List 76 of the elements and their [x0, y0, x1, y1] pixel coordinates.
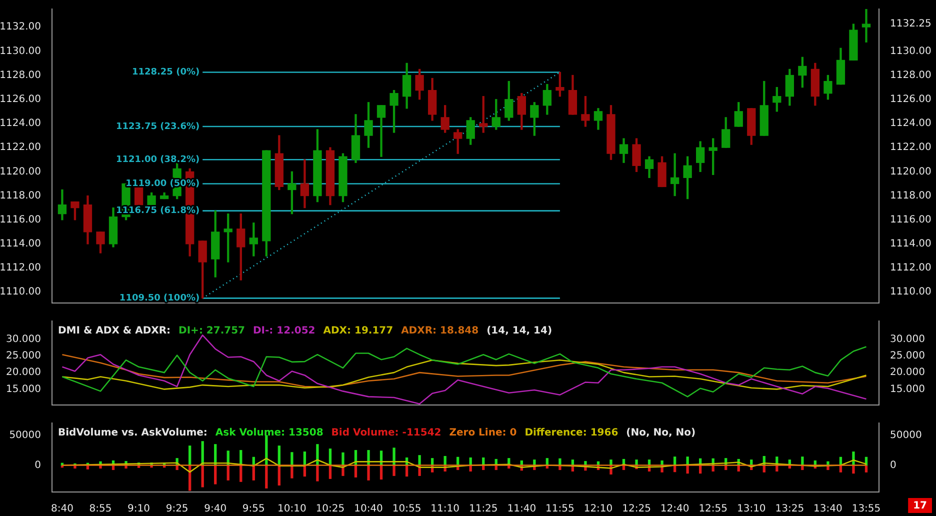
y2-tick-label: 25.000 — [890, 350, 925, 362]
text: Difference: 1966 — [524, 428, 618, 439]
y2-tick-label: 1130.00 — [890, 46, 932, 57]
y2-tick-label: 1132.25 — [890, 18, 932, 30]
annotation: (No, No, No) — [626, 428, 696, 439]
text: 17 — [913, 500, 928, 512]
series-label: 1128.25 (0%) — [132, 68, 200, 78]
text: ADXR: 18.848 — [401, 326, 479, 337]
series-label: 1121.00 (38.2%) — [116, 154, 200, 165]
x-tick-label: 12:25 — [622, 504, 651, 515]
text: Bid Volume: -11542 — [331, 428, 442, 439]
text: BidVolume vs. AskVolume: — [58, 428, 208, 439]
text: Zero Line: 0 — [449, 428, 517, 439]
text: ADX: 19.177 — [323, 326, 394, 337]
x-tick-label: 9:25 — [166, 504, 188, 515]
y-tick-label: 1126.00 — [0, 94, 41, 105]
x-tick-label: 9:55 — [242, 504, 265, 515]
x-tick-label: 10:55 — [392, 504, 422, 515]
x-tick-label: 9:10 — [128, 504, 150, 515]
y-tick-label: 50000 — [9, 430, 41, 442]
x-tick-label: 12:10 — [584, 504, 613, 515]
y-tick-label: 15.000 — [6, 384, 41, 395]
y2-tick-label: 1124.00 — [890, 118, 932, 130]
y2-tick-label: 1128.00 — [890, 70, 932, 81]
y-tick-label: 0 — [34, 460, 41, 471]
y2-tick-label: 1122.00 — [890, 142, 932, 154]
x-tick-label: 10:25 — [316, 504, 345, 515]
y-tick-label: 1130.00 — [0, 46, 41, 57]
text: DI-: 12.052 — [253, 326, 316, 337]
x-tick-label: 13:10 — [736, 504, 766, 515]
series-label: DI+: 27.757 — [178, 326, 246, 337]
x-tick-label: 10:40 — [354, 504, 383, 515]
y2-tick-label: 1126.00 — [890, 94, 932, 105]
x-tick-label: 13:55 — [852, 504, 881, 515]
x-tick-label: 11:25 — [468, 504, 498, 515]
y-tick-label: 1114.00 — [0, 238, 41, 250]
x-tick-label: 12:55 — [698, 504, 728, 515]
y-tick-label: 30.000 — [6, 334, 41, 345]
x-tick-label: 10:10 — [278, 504, 306, 515]
y2-tick-label: 1114.00 — [890, 238, 932, 250]
y2-tick-label: 1116.00 — [890, 214, 932, 226]
y2-tick-label: 20.000 — [890, 367, 925, 378]
y2-tick-label: 50000 — [890, 430, 922, 442]
series-label: 1123.75 (23.6%) — [116, 122, 200, 132]
y-tick-label: 1122.00 — [0, 142, 41, 154]
x-tick-label: 9:40 — [204, 504, 227, 515]
y2-tick-label: 1118.00 — [890, 190, 932, 202]
y-tick-label: 1128.00 — [0, 70, 41, 81]
y2-tick-label: 0 — [890, 460, 896, 471]
y-tick-label: 1120.00 — [0, 166, 41, 178]
y-tick-label: 1110.00 — [0, 286, 41, 298]
x-tick-label: 12:40 — [660, 504, 690, 515]
series-label: Ask Volume: 13508 — [215, 428, 324, 439]
x-tick-label: 13:25 — [775, 504, 804, 515]
annotation: (14, 14, 14) — [486, 326, 552, 337]
y-tick-label: 1112.00 — [0, 262, 41, 274]
y-tick-label: 1118.00 — [0, 190, 41, 202]
y-tick-label: 1132.00 — [0, 22, 41, 33]
y-tick-label: 1124.00 — [0, 118, 41, 130]
x-tick-label: 11:55 — [546, 504, 574, 515]
x-tick-label: 8:55 — [89, 504, 112, 515]
x-tick-label: 8:40 — [50, 504, 74, 515]
x-tick-label: 11:40 — [507, 504, 536, 515]
y2-tick-label: 1112.00 — [890, 262, 932, 274]
y-tick-label: 25.000 — [6, 350, 41, 362]
y2-tick-label: 30.000 — [890, 334, 925, 345]
x-tick-label: 11:10 — [430, 504, 460, 515]
y2-tick-label: 1110.00 — [890, 286, 932, 298]
y2-tick-label: 1120.00 — [890, 166, 932, 178]
x-tick-label: 13:40 — [814, 504, 842, 515]
y-tick-label: 20.000 — [6, 367, 41, 378]
series-label: 1119.00 (50%) — [126, 179, 200, 190]
series-label: 1109.50 (100%) — [119, 294, 200, 304]
text: DMI & ADX & ADXR: — [58, 326, 171, 337]
y-tick-label: 1116.00 — [0, 214, 41, 226]
y2-tick-label: 15.000 — [890, 384, 925, 395]
